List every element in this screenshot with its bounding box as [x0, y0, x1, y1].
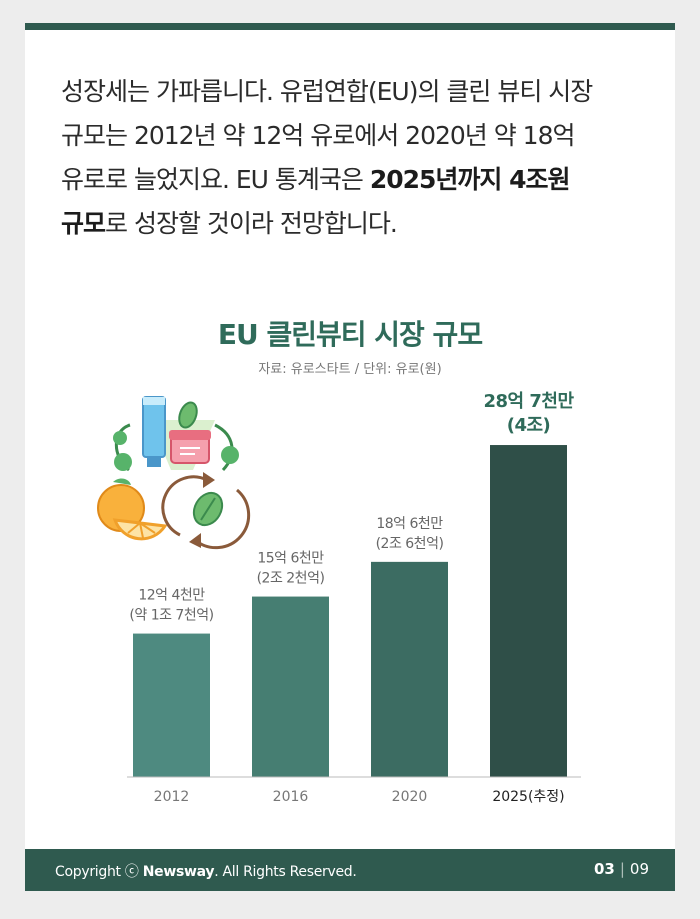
intro-line-4-bold: 규모: [61, 209, 106, 238]
footer: Copyright ⓒ Newsway. All Rights Reserved…: [25, 849, 675, 891]
copyright-prefix: Copyright ⓒ: [55, 864, 143, 880]
data-label-3-1: (4조): [507, 415, 551, 436]
page-indicator: 03 | 09: [594, 860, 649, 878]
bar-chart: 12억 4천만 (약 1조 7천억) 2012 15억 6천만 (2조 2천억) 2016…: [97, 391, 581, 805]
chart-title: EU 클린뷰티 시장 규모: [217, 318, 483, 351]
data-label-2-0: 18억 6천만: [376, 516, 443, 532]
intro-line-3-bold: 2025년까지 4조원: [369, 165, 571, 194]
data-label-3-0: 28억 7천만: [483, 391, 574, 412]
intro-line-3: 유로로 늘었지요. EU 통계국은: [61, 165, 370, 194]
intro-text: 성장세는 가파릅니다. 유럽연합(EU)의 클린 뷰티 시장 규모는 2012년…: [61, 70, 651, 246]
copyright-text: Copyright ⓒ Newsway. All Rights Reserved…: [55, 861, 357, 881]
x-tick-label-1: 2016: [273, 789, 309, 805]
copyright-suffix: . All Rights Reserved.: [214, 864, 357, 880]
bar-3: [490, 445, 567, 777]
x-tick-label-2: 2020: [392, 789, 428, 805]
page-separator: |: [619, 860, 625, 878]
bar-0: [133, 633, 210, 777]
data-label-1-0: 15억 6천만: [257, 551, 324, 567]
intro-line-2: 규모는 2012년 약 12억 유로에서 2020년 약 18억: [61, 121, 575, 150]
bar-1: [252, 596, 329, 777]
intro-line-4: 로 성장할 것이라 전망합니다.: [105, 209, 398, 238]
chart-source: 자료: 유로스타트 / 단위: 유로(원): [258, 362, 442, 377]
page-total: 09: [629, 860, 649, 878]
brand-name: Newsway: [142, 864, 215, 880]
x-tick-label-3: 2025(추정): [492, 789, 564, 805]
bar-2: [371, 561, 448, 777]
data-label-1-1: (2조 2천억): [257, 571, 325, 587]
bar-group: 12억 4천만 (약 1조 7천억) 2012 15억 6천만 (2조 2천억) 2016…: [129, 391, 575, 805]
data-label-0-0: 12억 4천만: [138, 588, 205, 604]
data-label-0-1: (약 1조 7천억): [129, 608, 213, 624]
page-current: 03: [593, 860, 615, 878]
data-label-2-1: (2조 6천억): [376, 536, 444, 552]
cosmetics-leaf-orange-icon: [97, 396, 251, 550]
intro-line-1: 성장세는 가파릅니다. 유럽연합(EU)의 클린 뷰티 시장: [61, 77, 593, 106]
card: 성장세는 가파릅니다. 유럽연합(EU)의 클린 뷰티 시장 규모는 2012년…: [25, 23, 675, 891]
x-tick-label-0: 2012: [154, 789, 190, 805]
